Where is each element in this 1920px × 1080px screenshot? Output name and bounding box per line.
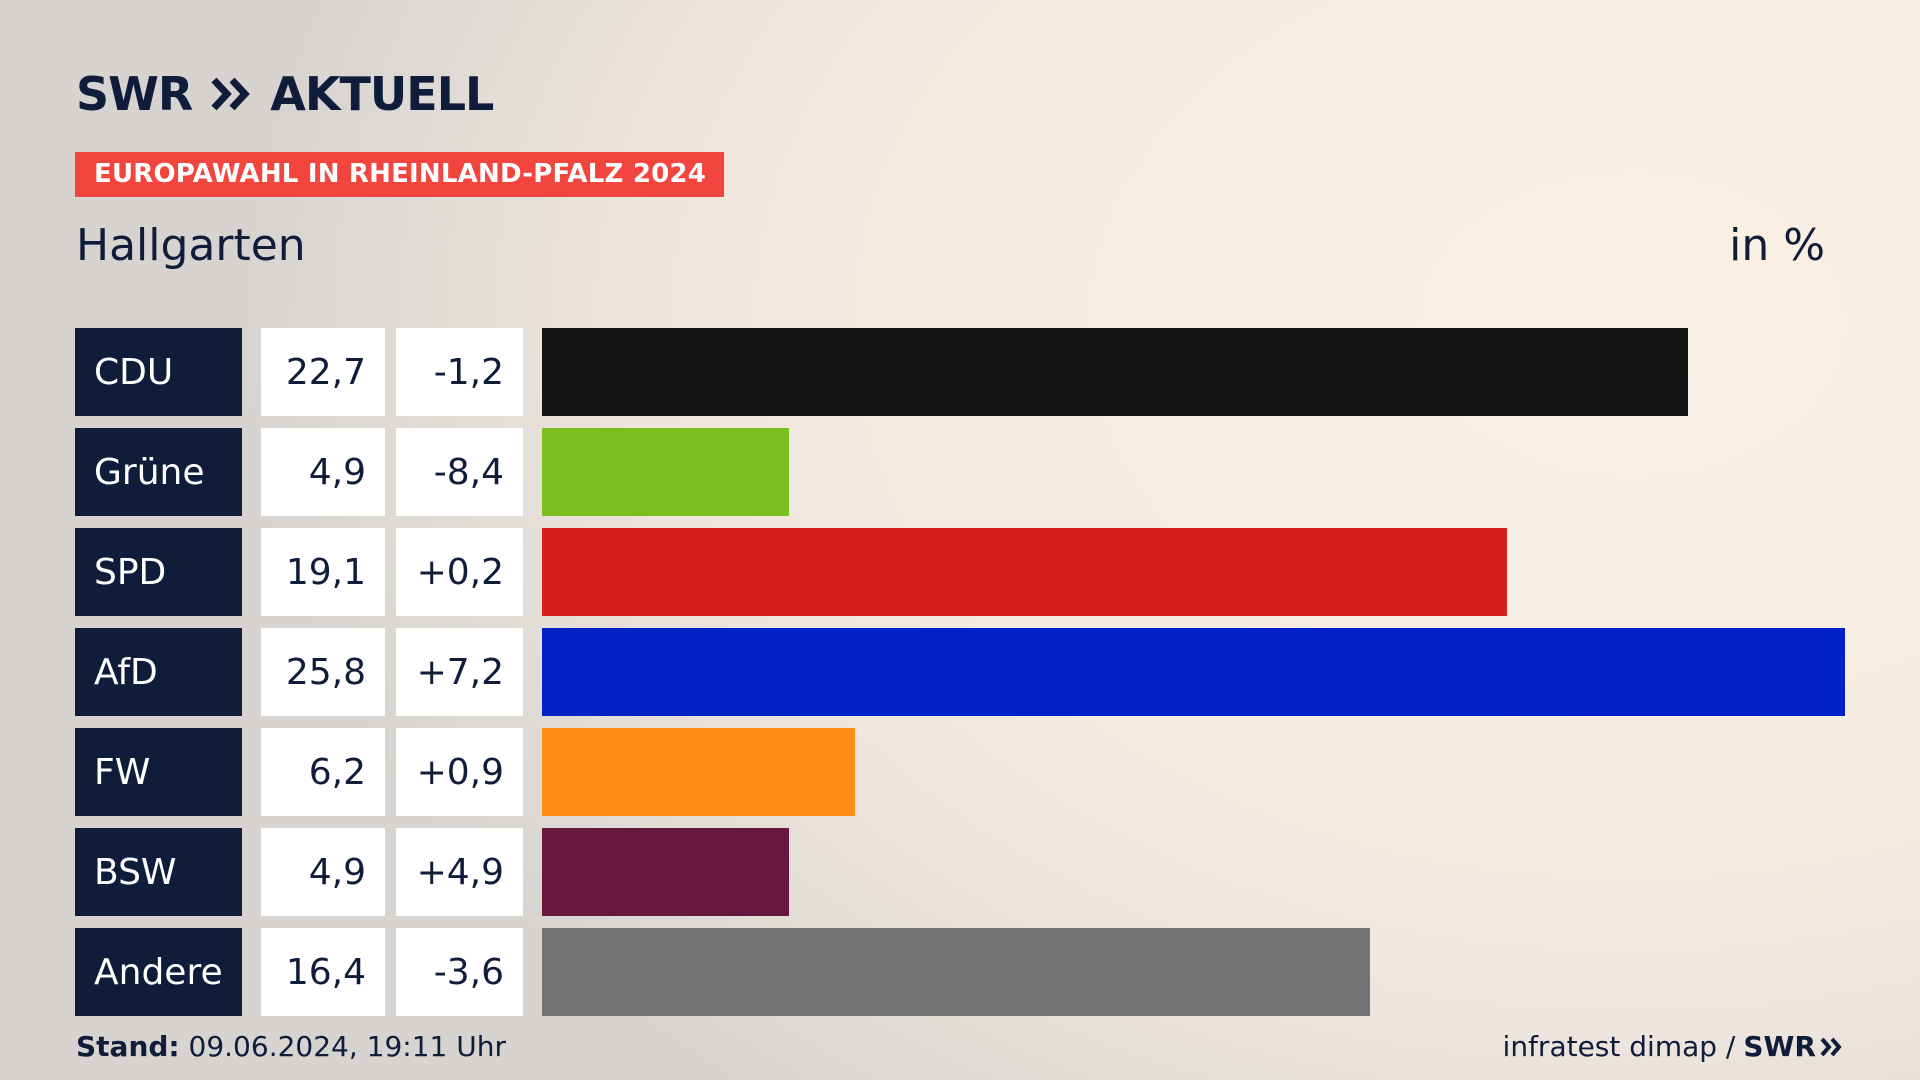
result-bar <box>542 928 1370 1016</box>
party-label: FW <box>94 752 150 793</box>
change-label: +4,9 <box>417 852 504 893</box>
value-label: 4,9 <box>309 452 366 493</box>
party-label-box <box>75 628 242 716</box>
source-text: infratest dimap / <box>1502 1030 1736 1063</box>
logo-aktuell-text: AKTUELL <box>270 67 494 121</box>
result-bar <box>542 528 1507 616</box>
party-label-box <box>75 728 242 816</box>
value-box <box>261 328 385 416</box>
value-label: 6,2 <box>309 752 366 793</box>
double-chevron-icon <box>211 77 251 111</box>
change-box <box>396 928 523 1016</box>
stand-info: Stand: 09.06.2024, 19:11 Uhr <box>76 1030 506 1063</box>
change-label: +0,9 <box>417 752 504 793</box>
change-box <box>396 428 523 516</box>
change-box <box>396 628 523 716</box>
value-label: 22,7 <box>286 352 366 393</box>
result-bar <box>542 628 1845 716</box>
election-banner: EUROPAWAHL IN RHEINLAND-PFALZ 2024 <box>75 152 724 197</box>
party-label: Grüne <box>94 452 204 493</box>
party-label-box <box>75 528 242 616</box>
party-label-box <box>75 328 242 416</box>
value-box <box>261 828 385 916</box>
source-info: infratest dimap / SWR <box>1503 1030 1844 1063</box>
value-label: 16,4 <box>286 952 366 993</box>
change-label: -8,4 <box>434 452 504 493</box>
change-box <box>396 528 523 616</box>
party-label: Andere <box>94 952 223 993</box>
change-label: -1,2 <box>434 352 504 393</box>
change-box <box>396 328 523 416</box>
value-label: 4,9 <box>309 852 366 893</box>
footer-double-chevron-icon <box>1820 1037 1842 1056</box>
stand-label: Stand: <box>76 1030 180 1063</box>
value-label: 19,1 <box>286 552 366 593</box>
change-box <box>396 828 523 916</box>
party-label-box <box>75 928 242 1016</box>
value-label: 25,8 <box>286 652 366 693</box>
value-box <box>261 928 385 1016</box>
footer-swr-logo: SWR <box>1743 1030 1844 1063</box>
place-title: Hallgarten <box>76 220 306 271</box>
stand-value: 09.06.2024, 19:11 Uhr <box>188 1030 506 1063</box>
footer-swr-text: SWR <box>1743 1030 1816 1063</box>
value-box <box>261 428 385 516</box>
result-bar <box>542 428 789 516</box>
value-box <box>261 728 385 816</box>
party-label-box <box>75 828 242 916</box>
change-label: +7,2 <box>417 652 504 693</box>
logo-swr-text: SWR <box>76 67 193 121</box>
party-label: AfD <box>94 652 158 693</box>
results-bar-chart: CDU 22,7 -1,2 Grüne 4,9 -8,4 SPD 19,1 +0,2 AfD 25,… <box>75 328 1845 1016</box>
swr-aktuell-logo: SWR AKTUELL <box>76 64 494 124</box>
result-bar <box>542 328 1688 416</box>
unit-label: in % <box>1729 220 1825 271</box>
party-label: SPD <box>94 552 166 593</box>
change-label: -3,6 <box>434 952 504 993</box>
value-box <box>261 528 385 616</box>
change-box <box>396 728 523 816</box>
change-label: +0,2 <box>417 552 504 593</box>
result-bar <box>542 828 789 916</box>
party-label: BSW <box>94 852 177 893</box>
result-bar <box>542 728 855 816</box>
party-label: CDU <box>94 352 173 393</box>
party-label-box <box>75 428 242 516</box>
value-box <box>261 628 385 716</box>
